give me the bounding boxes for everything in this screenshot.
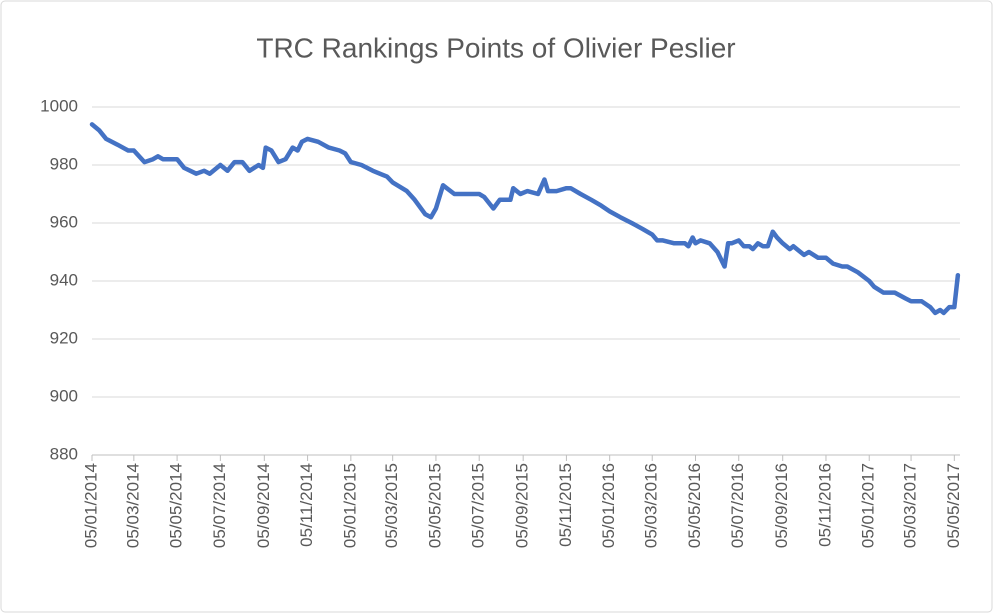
x-tick-label: 05/05/2015: [425, 463, 444, 548]
x-tick-label: 05/11/2016: [815, 463, 834, 547]
y-tick-label: 980: [50, 154, 78, 173]
x-tick-label: 05/03/2014: [123, 463, 142, 548]
y-tick-label: 940: [50, 270, 78, 289]
x-tick-label: 05/01/2017: [859, 463, 878, 548]
x-tick-label: 05/07/2015: [469, 463, 488, 548]
x-tick-label: 05/03/2016: [642, 463, 661, 548]
x-tick-label: 05/09/2016: [772, 463, 791, 548]
x-tick-label: 05/07/2014: [210, 463, 229, 548]
x-tick-label: 05/05/2016: [685, 463, 704, 548]
y-tick-label: 900: [50, 386, 78, 405]
x-tick-label: 05/05/2017: [944, 463, 963, 548]
y-tick-label: 1000: [40, 96, 78, 115]
x-tick-label: 05/11/2015: [556, 463, 575, 547]
data-line: [89, 122, 961, 316]
chart-title: TRC Rankings Points of Olivier Peslier: [256, 32, 735, 63]
y-tick-label: 960: [50, 212, 78, 231]
x-tick-label: 05/01/2015: [340, 463, 359, 548]
x-tick-label: 05/09/2015: [513, 463, 532, 548]
y-tick-label: 920: [50, 328, 78, 347]
x-tick-label: 05/01/2016: [599, 463, 618, 548]
x-tick-label: 05/11/2014: [297, 463, 316, 547]
x-tick-label: 05/07/2016: [728, 463, 747, 548]
y-tick-label: 880: [50, 444, 78, 463]
x-tick-label: 05/03/2015: [382, 463, 401, 548]
x-tick-label: 05/09/2014: [254, 463, 273, 548]
x-tick-label: 05/01/2014: [81, 463, 100, 548]
x-tick-label: 05/03/2017: [901, 463, 920, 548]
x-tick-label: 05/05/2014: [167, 463, 186, 548]
